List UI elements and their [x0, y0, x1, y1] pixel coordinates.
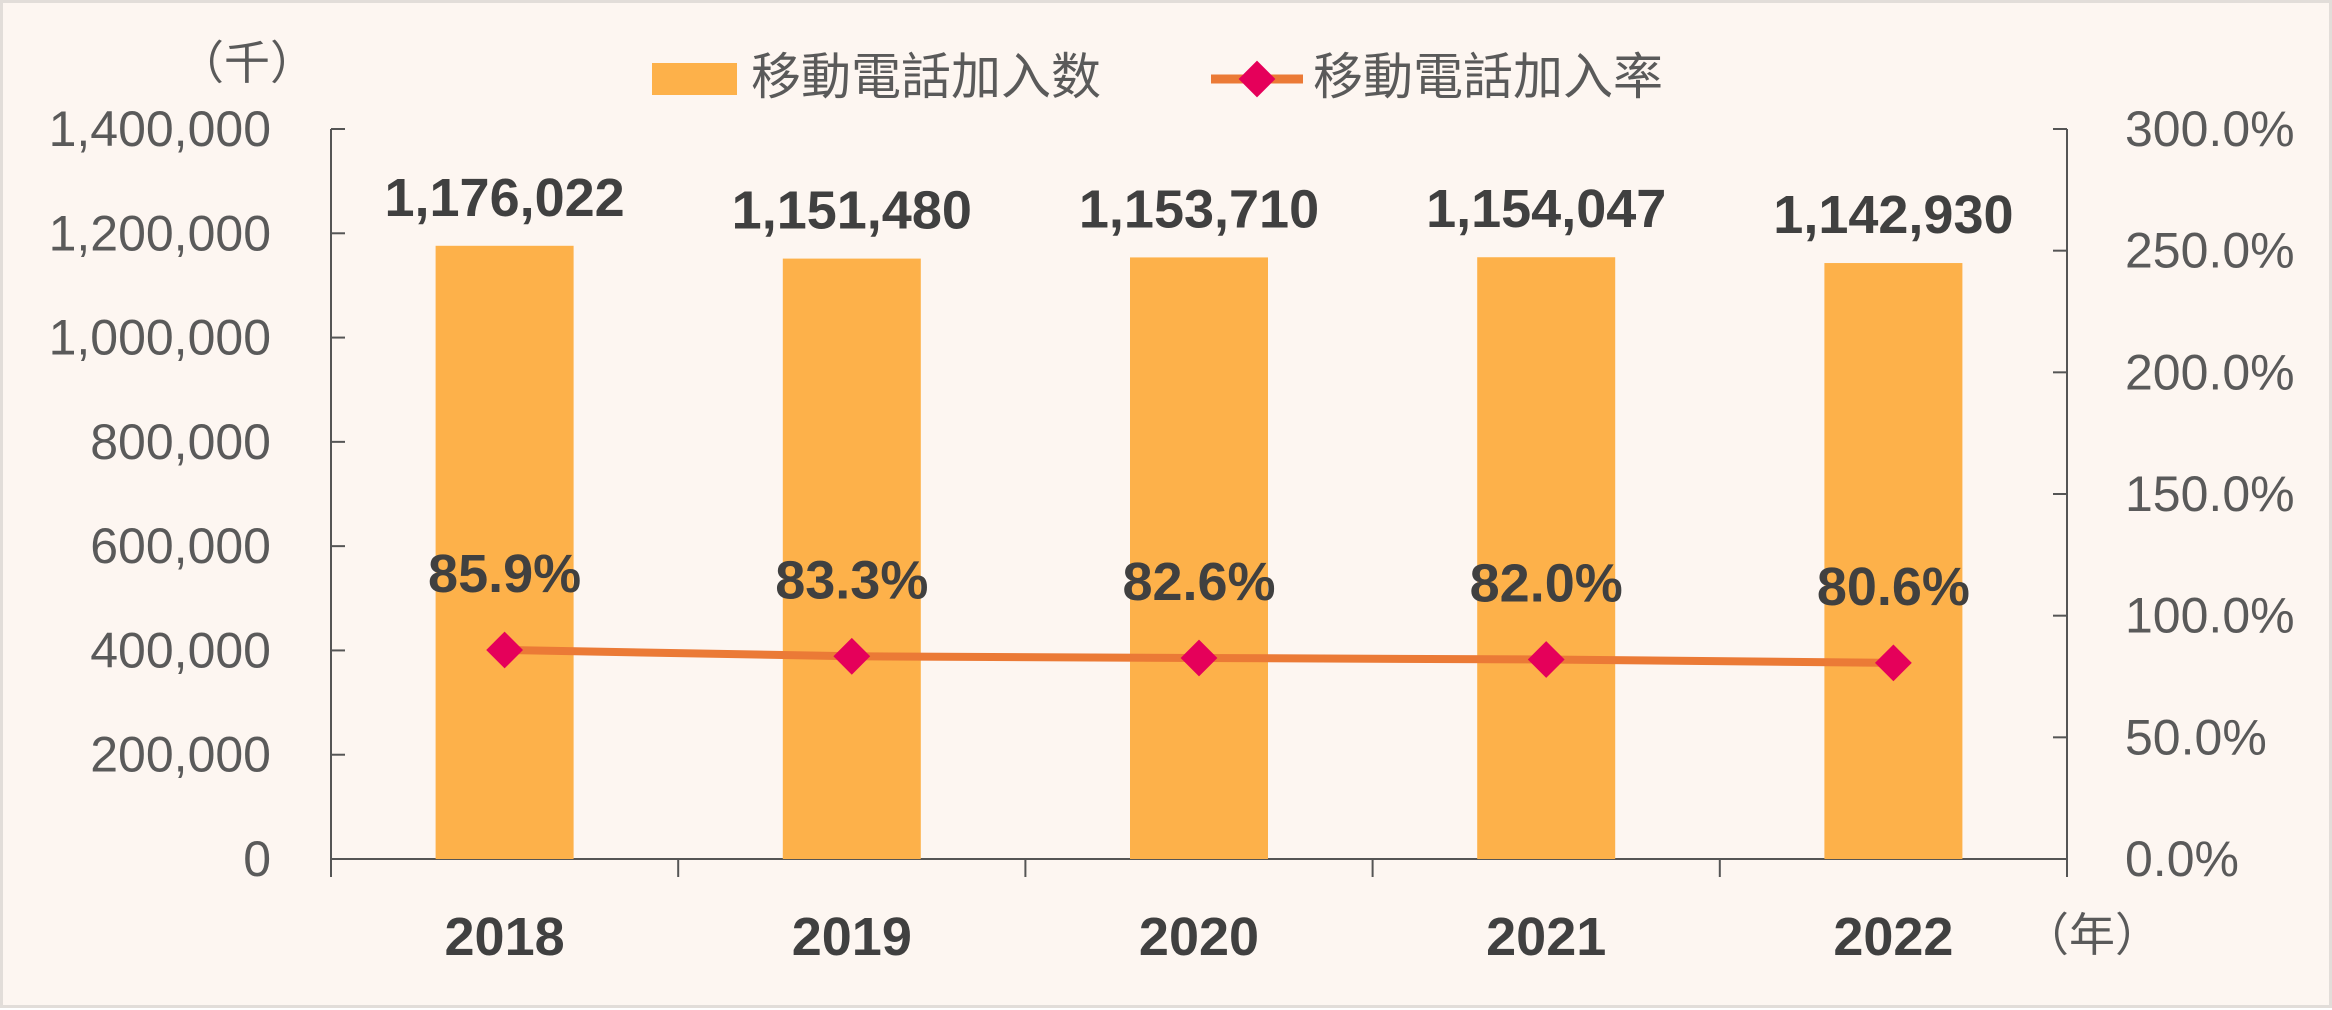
- x-tick-label: 2021: [1486, 907, 1606, 967]
- axes: 0 200,000 400,000 600,000 800,000 1,000,000 1,…: [49, 101, 2295, 967]
- legend-line-label: 移動電話加入率: [1313, 49, 1663, 105]
- y-axis-unit-label: （千）: [178, 37, 316, 89]
- data-labels: 1,176,022 1,151,480 1,153,710 1,154,047 1,14…: [384, 168, 2013, 617]
- y2-tick-label: 150.0%: [2125, 466, 2295, 522]
- bar-value-label: 1,142,930: [1773, 185, 2013, 245]
- x-axis-unit-label: （年）: [2023, 909, 2161, 961]
- bar: [1477, 257, 1616, 859]
- legend: 移動電話加入数 移動電話加入率: [652, 49, 1663, 105]
- y-tick-label: 800,000: [90, 414, 271, 470]
- y2-tick-label: 100.0%: [2125, 588, 2295, 644]
- line-value-label: 85.9%: [428, 544, 581, 604]
- y-tick-label: 400,000: [90, 622, 271, 678]
- y-tick-label: 0: [243, 831, 271, 887]
- y2-tick-label: 50.0%: [2125, 709, 2267, 765]
- y2-tick-label: 300.0%: [2125, 101, 2295, 157]
- line-marker: [833, 637, 871, 675]
- bar-value-label: 1,176,022: [384, 168, 624, 228]
- x-tick-label: 2020: [1139, 907, 1259, 967]
- bar: [782, 258, 921, 859]
- y2-tick-label: 0.0%: [2125, 831, 2239, 887]
- combo-chart: 0 200,000 400,000 600,000 800,000 1,000,000 1,…: [3, 3, 2329, 1005]
- legend-bar-label: 移動電話加入数: [751, 49, 1101, 105]
- bar: [1824, 263, 1963, 859]
- line-marker: [1875, 644, 1912, 682]
- bar-series: [435, 245, 1963, 860]
- x-tick-label: 2019: [792, 907, 912, 967]
- bar-value-label: 1,154,047: [1426, 179, 1666, 239]
- line-value-label: 80.6%: [1817, 557, 1970, 617]
- legend-bar-swatch: [652, 63, 737, 95]
- line-value-label: 82.0%: [1470, 553, 1623, 613]
- bar: [1130, 257, 1268, 860]
- legend-line-marker: [1238, 60, 1276, 98]
- line-value-label: 82.6%: [1122, 552, 1275, 612]
- y-tick-label: 600,000: [90, 518, 271, 574]
- y2-tick-label: 200.0%: [2125, 344, 2295, 400]
- y-tick-label: 200,000: [90, 727, 271, 783]
- y-tick-label: 1,400,000: [49, 101, 271, 157]
- line-marker: [1527, 641, 1565, 678]
- x-tick-label: 2018: [445, 907, 565, 967]
- bar-value-label: 1,151,480: [732, 181, 972, 241]
- y2-tick-label: 250.0%: [2125, 223, 2295, 279]
- line-value-label: 83.3%: [775, 550, 928, 610]
- line-marker: [1180, 639, 1218, 677]
- bar: [435, 245, 574, 860]
- x-tick-label: 2022: [1833, 907, 1953, 967]
- y-tick-label: 1,200,000: [49, 205, 271, 261]
- bar-value-label: 1,153,710: [1079, 179, 1319, 239]
- y-tick-label: 1,000,000: [49, 310, 271, 366]
